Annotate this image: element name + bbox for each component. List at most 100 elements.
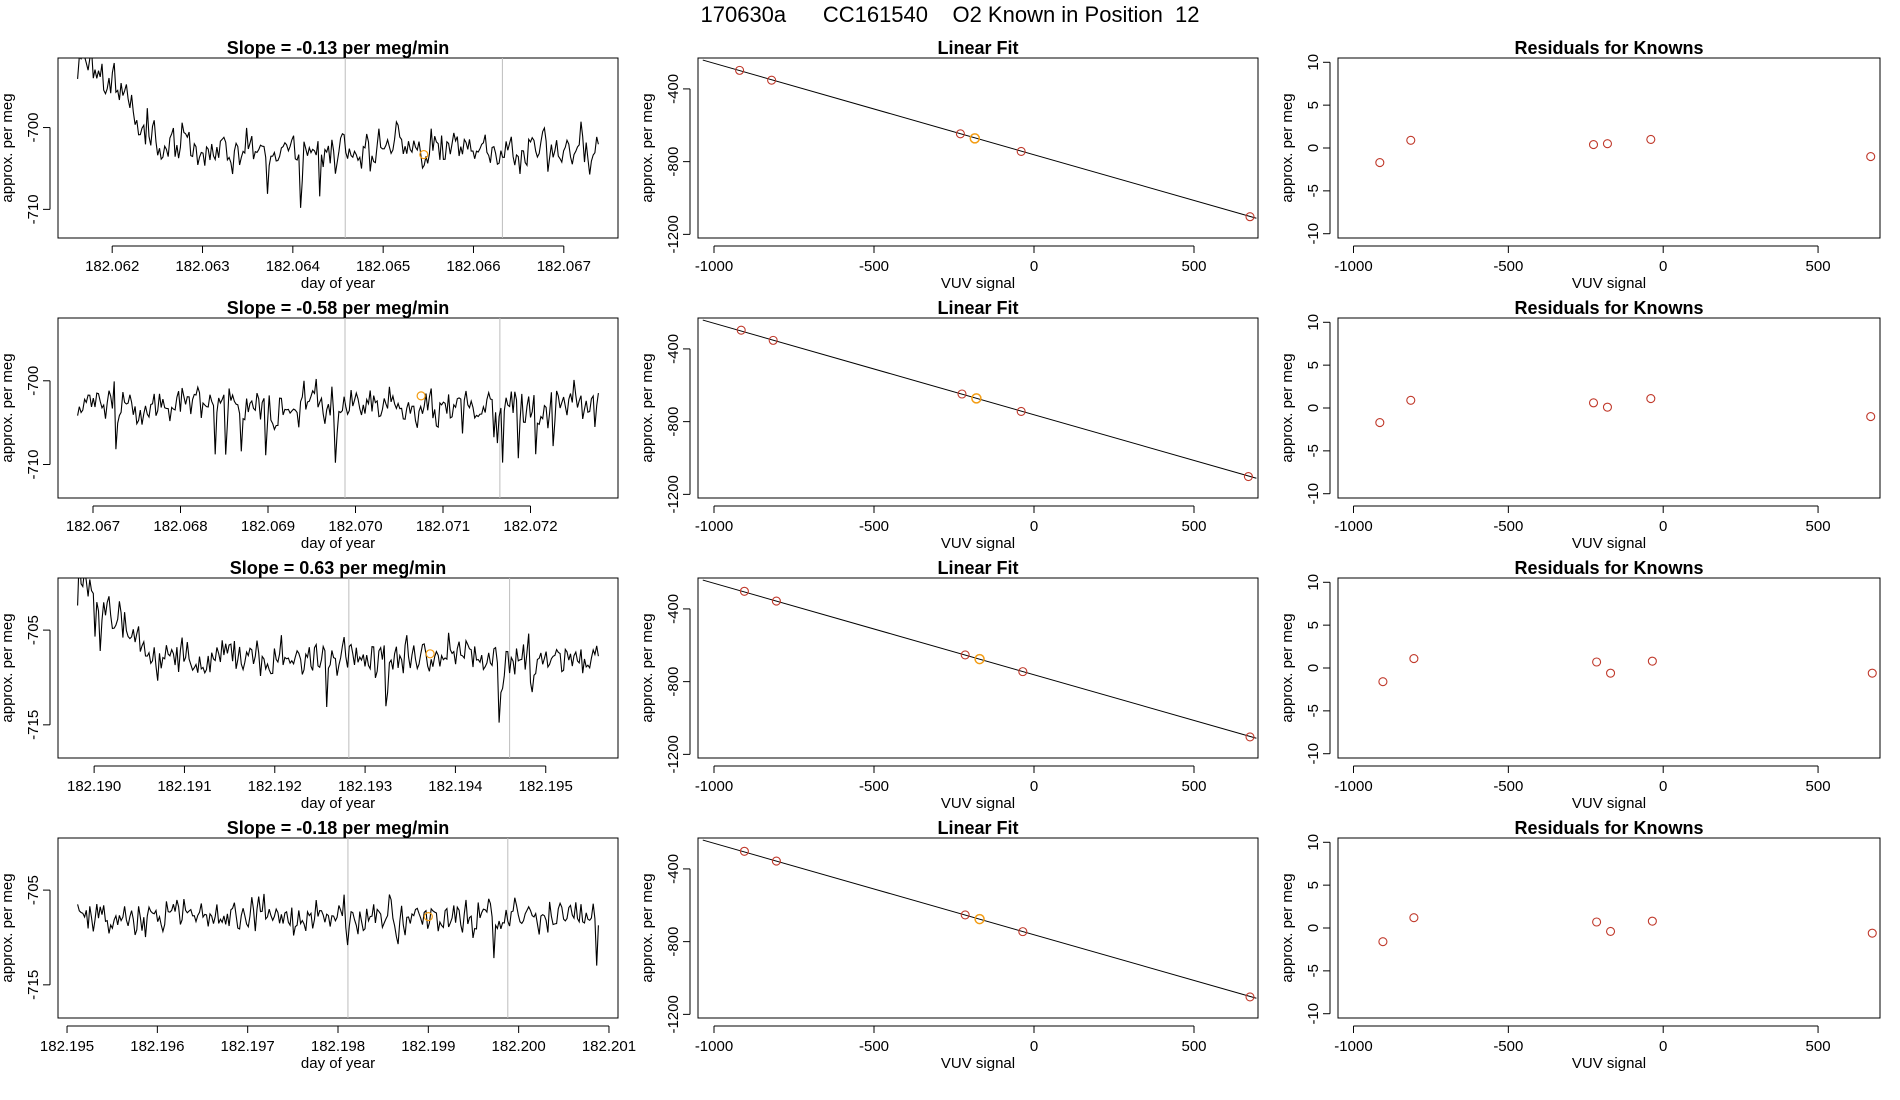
linear-fit-3-x-tick-label: 500 [1181, 1038, 1206, 1055]
linear-fit-point [1018, 927, 1028, 937]
linear-fit-2-x-tick-label: -1000 [695, 778, 733, 795]
residual-point [1406, 395, 1416, 405]
residuals-1-y-axis-label: approx. per meg [1279, 353, 1296, 462]
timeseries-3-x-tick-label: 182.200 [492, 1038, 546, 1055]
linear-fit-0-y-tick-label: -400 [665, 74, 682, 104]
residuals-3-frame [1337, 837, 1881, 1019]
linear-fit-point [771, 856, 781, 866]
timeseries-trace [77, 58, 599, 208]
linear-fit-0-y-tick-label: -800 [665, 147, 682, 177]
linear-fit-point [735, 65, 745, 75]
linear-fit-highlight-point [971, 393, 982, 404]
timeseries-0-frame [57, 57, 619, 239]
linear-fit-point [957, 389, 967, 399]
residuals-3-x-tick-label: 500 [1806, 1038, 1831, 1055]
residuals-2-y-tick-label: 5 [1305, 621, 1322, 629]
linear-fit-1-x-tick-label: -500 [859, 518, 889, 535]
timeseries-0-x-tick-label: 182.062 [85, 258, 139, 275]
linear-fit-2-y-axis-label: approx. per meg [639, 613, 656, 722]
residual-point [1647, 656, 1657, 666]
linear-fit-3-x-tick-label: -1000 [695, 1038, 733, 1055]
residual-point [1647, 916, 1657, 926]
linear-fit-highlight-point [969, 133, 981, 144]
timeseries-highlight-point [416, 391, 426, 401]
residuals-1-y-tick-label: -10 [1305, 483, 1322, 505]
linear-fit-3-y-tick-label: -800 [665, 927, 682, 957]
timeseries-1-x-tick-label: 182.072 [503, 518, 557, 535]
timeseries-0-x-tick-label: 182.064 [266, 258, 320, 275]
residuals-1-y-tick-label: -5 [1305, 444, 1322, 457]
timeseries-3-x-axis-label: day of year [301, 1055, 375, 1072]
linear-fit-point [1245, 992, 1255, 1002]
residuals-0-y-axis-label: approx. per meg [1279, 93, 1296, 202]
timeseries-2-title: Slope = 0.63 per meg/min [230, 558, 447, 578]
linear-fit-point [768, 335, 778, 345]
timeseries-0-x-tick-label: 182.065 [356, 258, 410, 275]
timeseries-3-title: Slope = -0.18 per meg/min [227, 818, 450, 838]
residuals-0-y-tick-label: 0 [1305, 144, 1322, 152]
linear-fit-1-title: Linear Fit [937, 298, 1018, 318]
timeseries-2-x-tick-label: 182.190 [67, 778, 121, 795]
residuals-3-x-tick-label: -500 [1493, 1038, 1523, 1055]
linear-fit-0-x-tick-label: 0 [1030, 258, 1038, 275]
linear-fit-0-frame [697, 57, 1259, 239]
linear-fit-1-x-tick-label: 0 [1030, 518, 1038, 535]
residuals-0-x-tick-label: 500 [1806, 258, 1831, 275]
residuals-2-y-axis-label: approx. per meg [1279, 613, 1296, 722]
linear-fit-1-x-tick-label: 500 [1181, 518, 1206, 535]
residual-point [1592, 657, 1602, 667]
linear-fit-line [702, 579, 1257, 739]
linear-fit-point [960, 910, 970, 920]
residuals-2-y-tick-label: 10 [1305, 574, 1322, 591]
residuals-0-y-tick-label: -10 [1305, 223, 1322, 245]
residuals-3-y-tick-label: -10 [1305, 1003, 1322, 1025]
residual-point [1378, 937, 1388, 947]
residual-point [1605, 668, 1616, 678]
residual-point [1646, 394, 1656, 404]
timeseries-3-y-axis-label: approx. per meg [0, 873, 16, 982]
residuals-3-x-tick-label: -1000 [1334, 1038, 1372, 1055]
timeseries-highlight-point [419, 149, 429, 160]
timeseries-0-title: Slope = -0.13 per meg/min [227, 38, 450, 58]
residuals-1-x-tick-label: 500 [1806, 518, 1831, 535]
linear-fit-0-x-tick-label: 500 [1181, 258, 1206, 275]
timeseries-3-y-tick-label: -705 [25, 875, 42, 905]
timeseries-1-y-tick-label: -710 [25, 449, 42, 479]
linear-fit-point [1018, 667, 1028, 677]
linear-fit-0-y-tick-label: -1200 [665, 215, 682, 253]
page-title: 170630a CC161540 O2 Known in Position 12 [700, 2, 1200, 27]
linear-fit-1-y-tick-label: -400 [665, 334, 682, 364]
timeseries-2-x-tick-label: 182.195 [519, 778, 573, 795]
timeseries-1-y-axis-label: approx. per meg [0, 353, 16, 462]
residual-point [1866, 152, 1876, 162]
residual-point [1409, 913, 1419, 923]
residuals-0-y-tick-label: 10 [1305, 54, 1322, 71]
residual-point [1602, 139, 1613, 149]
linear-fit-point [771, 596, 781, 606]
timeseries-trace [77, 893, 599, 966]
residuals-3-x-tick-label: 0 [1659, 1038, 1667, 1055]
residual-point [1602, 402, 1613, 412]
linear-fit-point [1016, 146, 1026, 157]
timeseries-3-x-tick-label: 182.195 [40, 1038, 94, 1055]
timeseries-2-frame [57, 577, 619, 759]
residuals-0-x-axis-label: VUV signal [1572, 275, 1646, 292]
linear-fit-0-title: Linear Fit [937, 38, 1018, 58]
linear-fit-1-x-axis-label: VUV signal [941, 535, 1015, 552]
timeseries-0-y-tick-label: -710 [25, 194, 42, 224]
timeseries-3-x-tick-label: 182.197 [221, 1038, 275, 1055]
linear-fit-2-frame [697, 577, 1259, 759]
timeseries-3-x-tick-label: 182.198 [311, 1038, 365, 1055]
residuals-2-x-axis-label: VUV signal [1572, 795, 1646, 812]
linear-fit-2-x-tick-label: 500 [1181, 778, 1206, 795]
timeseries-0-y-tick-label: -700 [25, 113, 42, 143]
linear-fit-0-y-axis-label: approx. per meg [639, 93, 656, 202]
linear-fit-3-x-axis-label: VUV signal [941, 1055, 1015, 1072]
linear-fit-2-x-tick-label: -500 [859, 778, 889, 795]
linear-fit-line [702, 839, 1257, 999]
residual-point [1605, 926, 1616, 936]
linear-fit-point [739, 586, 749, 596]
linear-fit-point [1245, 212, 1255, 222]
timeseries-highlight-point [425, 649, 435, 659]
linear-fit-point [1243, 471, 1253, 482]
